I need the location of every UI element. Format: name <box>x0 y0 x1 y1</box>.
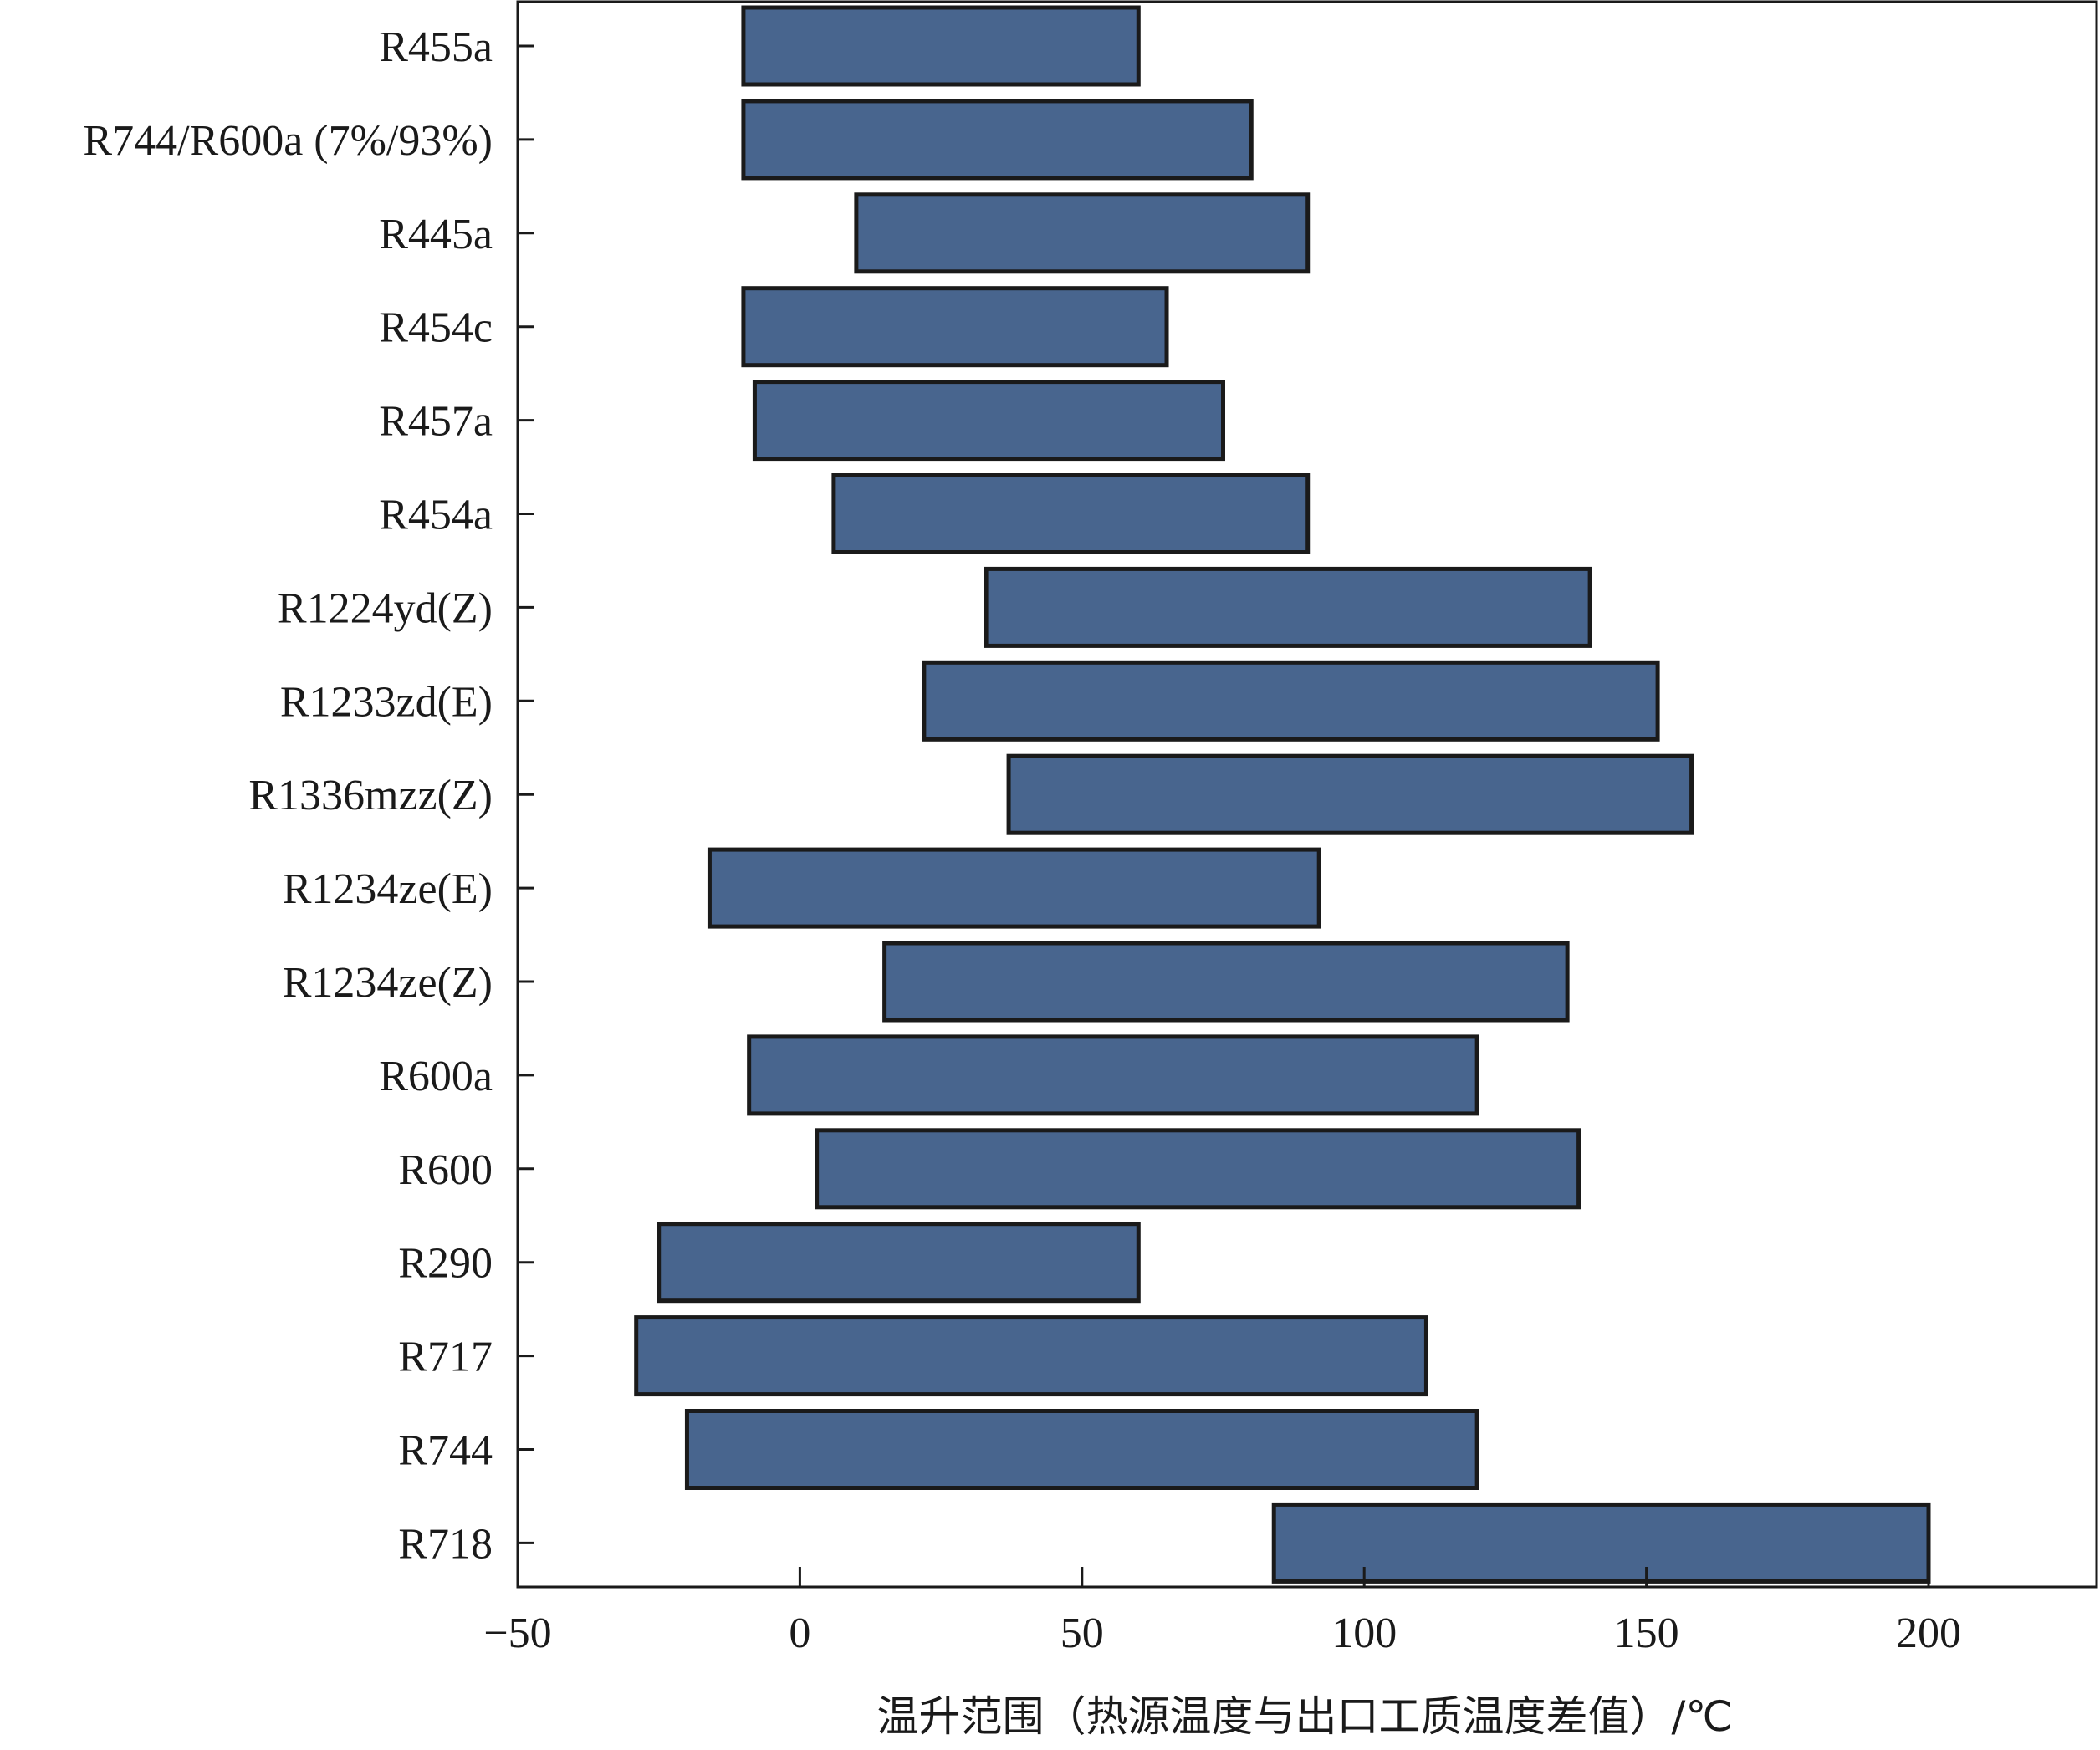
bar-15 <box>684 1409 1479 1490</box>
x-tick-label: 0 <box>789 1610 810 1657</box>
y-tick-label: R744 <box>398 1427 493 1475</box>
y-tick-label: R445a <box>379 211 493 258</box>
y-tick-label: R1234ze(Z) <box>283 959 493 1007</box>
y-tick-label: R455a <box>379 23 493 71</box>
bar-13 <box>657 1222 1141 1304</box>
bar-16 <box>1271 1502 1931 1584</box>
bar-0 <box>741 5 1141 87</box>
y-axis-ticks: R455a R744/R600a (7%/93%) R445a R454c R457a R… <box>83 23 534 1568</box>
bar-12 <box>815 1128 1581 1210</box>
bar-2 <box>854 192 1311 274</box>
y-tick-label: R457a <box>379 398 493 446</box>
x-tick-label: 100 <box>1331 1610 1397 1657</box>
bar-8 <box>1006 753 1694 835</box>
bar-5 <box>831 473 1311 554</box>
bar-7 <box>922 660 1660 742</box>
x-axis-ticks: −50 0 50 100 150 200 <box>483 1567 1961 1657</box>
bar-1 <box>741 99 1254 181</box>
bars-group <box>634 5 1931 1584</box>
y-tick-label: R290 <box>398 1240 493 1288</box>
bar-9 <box>707 847 1321 929</box>
bar-14 <box>634 1315 1428 1397</box>
x-axis-title: 温升范围（热源温度与出口工质温度差值）/℃ <box>877 1692 1733 1741</box>
y-tick-label: R1233zd(E) <box>280 678 493 726</box>
x-tick-label: 50 <box>1060 1610 1104 1657</box>
y-tick-label: R744/R600a (7%/93%) <box>83 117 493 165</box>
x-tick-label: 150 <box>1614 1610 1679 1657</box>
y-tick-label: R1336mzz(Z) <box>248 772 493 819</box>
y-tick-label: R1224yd(Z) <box>278 584 493 632</box>
bar-3 <box>741 286 1169 368</box>
y-tick-label: R718 <box>398 1520 493 1568</box>
x-tick-label: 200 <box>1896 1610 1961 1657</box>
bar-11 <box>747 1034 1479 1116</box>
y-tick-label: R454a <box>379 492 493 539</box>
bar-6 <box>984 566 1592 648</box>
y-tick-label: R600a <box>379 1053 493 1100</box>
bar-10 <box>882 941 1570 1023</box>
bar-4 <box>752 380 1225 462</box>
y-tick-label: R600 <box>398 1146 493 1194</box>
y-tick-label: R1234ze(E) <box>283 865 493 913</box>
x-tick-label: −50 <box>483 1610 551 1657</box>
y-tick-label: R717 <box>398 1334 493 1381</box>
y-tick-label: R454c <box>379 304 493 352</box>
